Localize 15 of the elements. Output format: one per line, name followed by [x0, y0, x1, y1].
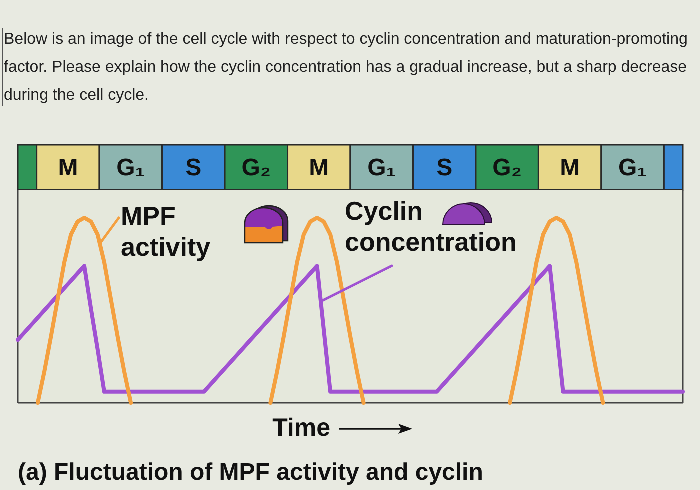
category-label: M	[309, 154, 330, 182]
series-label: Cyclin concentration	[345, 196, 517, 257]
legend-label: MPF activity	[121, 201, 212, 262]
category-label: G₁	[116, 154, 146, 182]
x-axis-title: Time	[272, 414, 331, 442]
category-label: M	[560, 154, 580, 182]
category-label: G₁	[368, 154, 396, 182]
category-label: G₁	[618, 154, 648, 182]
text: (a) Fluctuation of MPF activity and cyclin	[18, 459, 484, 486]
category-label: M	[58, 154, 78, 182]
text: Below is an image of the cell cycle with respect to cyclin concentration and maturation-promoting factor. Please explain how the cyclin concentration has a gradual increase, but a sharp decrease during the cell cycle.	[4, 31, 688, 104]
category-label: G₂	[242, 154, 272, 182]
category-label: S	[186, 154, 202, 182]
category-label: S	[436, 154, 453, 182]
category-label: G₂	[492, 154, 522, 182]
